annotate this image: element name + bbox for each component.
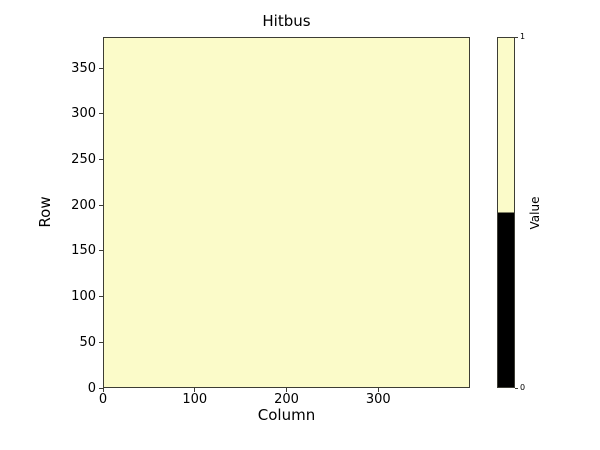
y-tick-mark — [99, 387, 103, 389]
chart-title: Hitbus — [262, 12, 311, 30]
heatmap-plot-area — [103, 37, 470, 388]
y-axis-label: Row — [36, 196, 54, 228]
x-tick-mark — [377, 388, 379, 392]
y-tick-mark — [99, 113, 103, 115]
x-tick-label: 0 — [98, 392, 108, 407]
x-tick-label: 200 — [274, 392, 299, 407]
colorbar — [497, 37, 515, 388]
x-tick-mark — [102, 388, 104, 392]
colorbar-tick-label: 1 — [520, 32, 526, 41]
y-tick-label: 150 — [71, 243, 96, 259]
y-tick-mark — [99, 250, 103, 252]
y-tick-mark — [99, 67, 103, 69]
x-tick-label: 100 — [182, 392, 208, 407]
y-tick-mark — [99, 204, 103, 206]
y-tick-label: 200 — [71, 197, 96, 213]
y-tick-mark — [99, 158, 103, 160]
y-tick-mark — [99, 296, 103, 298]
y-tick-label: 300 — [71, 106, 96, 122]
x-tick-mark — [194, 388, 196, 392]
colorbar-tick-mark — [515, 387, 518, 389]
y-tick-label: 0 — [87, 380, 96, 396]
y-tick-label: 250 — [71, 151, 96, 167]
y-tick-label: 350 — [71, 60, 96, 76]
x-tick-label: 300 — [365, 392, 391, 407]
colorbar-tick-mark — [515, 36, 518, 38]
x-tick-mark — [286, 388, 287, 392]
x-axis-label: Column — [257, 406, 316, 424]
y-tick-mark — [99, 341, 103, 343]
colorbar-label: Value — [528, 196, 542, 230]
y-tick-label: 50 — [79, 334, 96, 350]
colorbar-tick-label: 0 — [520, 383, 526, 392]
y-tick-label: 100 — [71, 289, 96, 305]
